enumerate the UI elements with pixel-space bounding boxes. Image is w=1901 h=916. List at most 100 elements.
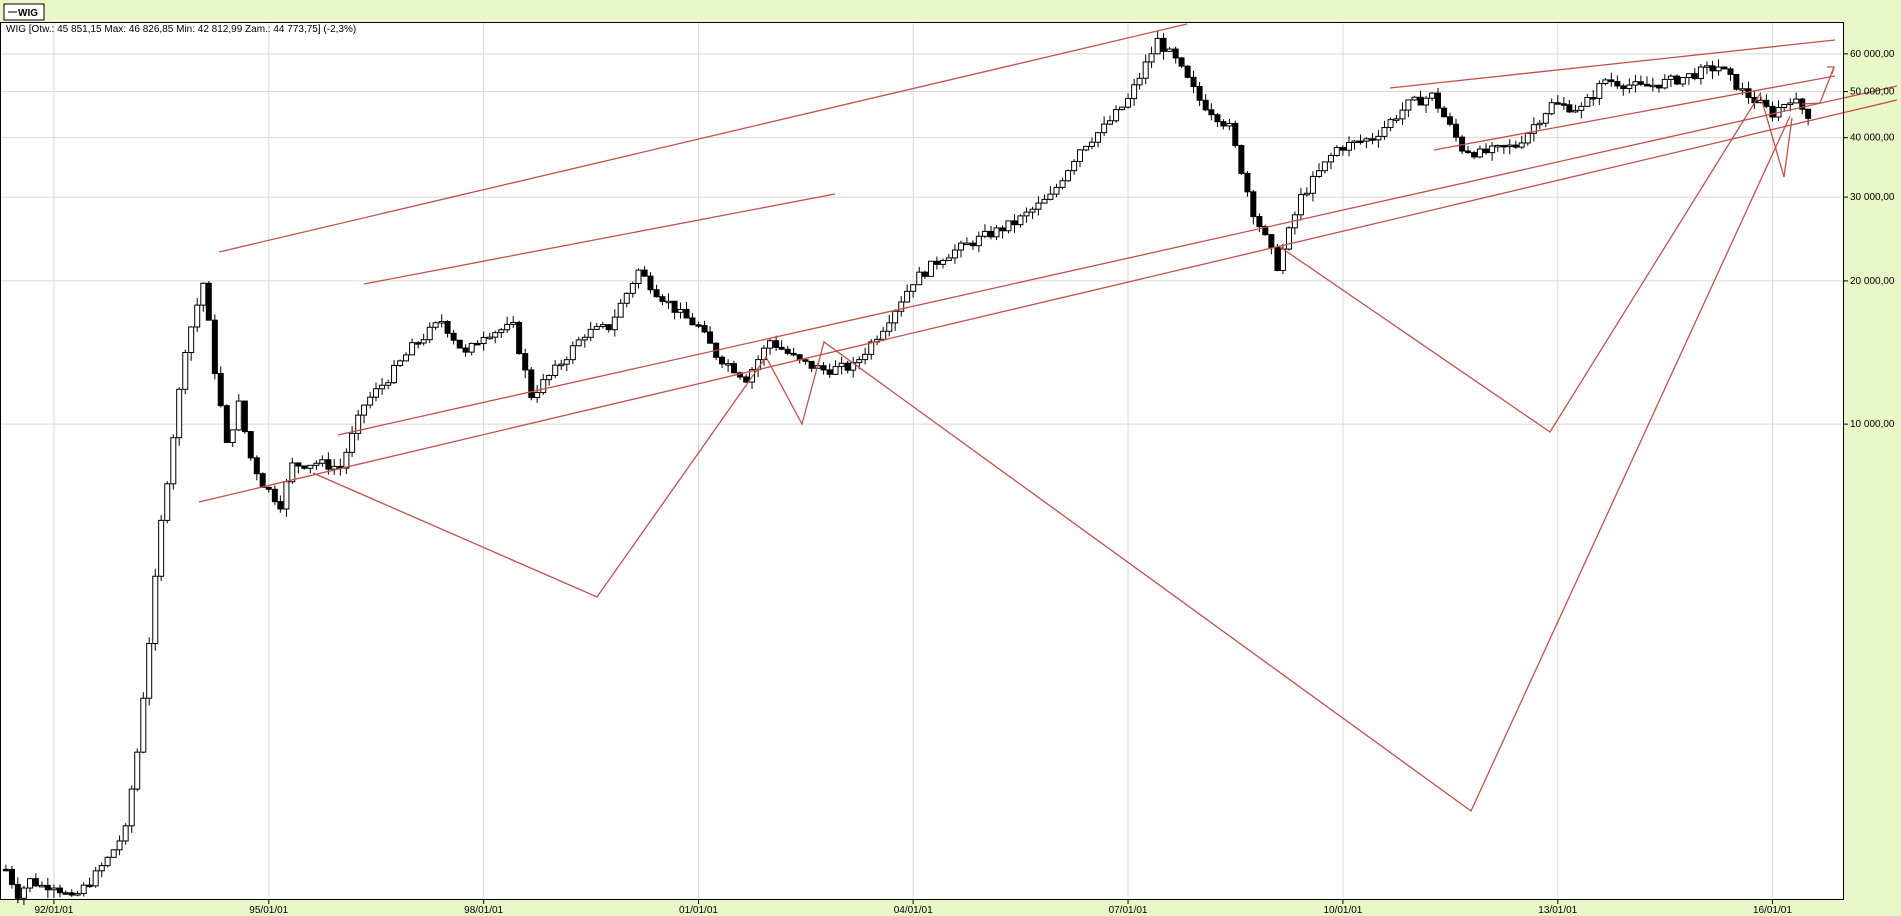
candle-body: [1375, 135, 1382, 141]
candle: [480, 331, 487, 351]
candle-body: [1602, 79, 1609, 85]
candle: [1268, 233, 1275, 255]
candle: [1327, 152, 1334, 170]
candle-body: [2, 868, 9, 872]
candle: [122, 823, 129, 845]
candle: [1483, 143, 1490, 155]
candle: [1661, 74, 1668, 90]
candle-body: [856, 359, 863, 364]
candle: [158, 515, 165, 581]
candle: [1041, 194, 1048, 204]
candle-body: [1351, 140, 1358, 144]
candle-body: [1417, 96, 1424, 106]
candle-body: [462, 347, 469, 353]
candle: [1333, 145, 1340, 157]
trendline: [1801, 66, 1835, 105]
candle-body: [1721, 66, 1728, 70]
candle: [235, 394, 242, 432]
candle-body: [62, 892, 69, 895]
candle-body: [1220, 121, 1227, 127]
candle-body: [1769, 105, 1776, 118]
candle-body: [1321, 161, 1328, 172]
candle: [1095, 132, 1102, 148]
candle-body: [581, 336, 588, 341]
candle-body: [826, 369, 833, 375]
candle: [767, 338, 774, 355]
candle: [1220, 119, 1227, 130]
candle-body: [963, 242, 970, 246]
candle: [2, 864, 9, 872]
candle: [575, 336, 582, 347]
candle: [1584, 93, 1591, 107]
candle: [1065, 169, 1072, 182]
candle-body: [563, 359, 570, 365]
candle-body: [1095, 132, 1102, 143]
candle: [140, 692, 147, 754]
candle: [116, 835, 123, 856]
candle: [164, 481, 171, 524]
candle: [1226, 118, 1233, 131]
candle-body: [498, 329, 505, 334]
candle: [1381, 120, 1388, 140]
candle: [1590, 90, 1597, 106]
candle-body: [1805, 108, 1812, 119]
trendline: [218, 23, 1188, 253]
candle: [1184, 65, 1191, 79]
candlesticks: [2, 30, 1812, 905]
candle-body: [164, 483, 171, 521]
candle: [307, 464, 314, 474]
candle: [486, 332, 493, 340]
candle-body: [271, 488, 278, 503]
candle-body: [1268, 234, 1275, 248]
candle-body: [1166, 48, 1173, 52]
candle-body: [1029, 208, 1036, 213]
candle: [504, 316, 511, 333]
candle-body: [1214, 114, 1221, 123]
candle-body: [1327, 154, 1334, 163]
candle: [546, 374, 553, 386]
candle: [677, 302, 684, 319]
candle-body: [403, 354, 410, 362]
candle-body: [1369, 138, 1376, 141]
y-tick-label: 30 000,00: [1850, 192, 1895, 203]
candle: [516, 320, 523, 355]
candle: [689, 312, 696, 326]
candle: [1244, 171, 1251, 197]
candle-body: [671, 300, 678, 313]
candle-body: [1077, 149, 1084, 162]
candle: [898, 296, 905, 317]
candle-body: [1596, 83, 1603, 99]
candle: [134, 748, 141, 792]
candle-body: [301, 465, 308, 469]
candle-body: [1494, 144, 1501, 148]
candle: [1715, 59, 1722, 76]
candle-body: [325, 459, 332, 470]
trendline: [363, 193, 836, 285]
candle: [50, 884, 57, 898]
candle-body: [1142, 61, 1149, 79]
candle-body: [68, 892, 75, 896]
candle: [1793, 92, 1800, 104]
candle: [403, 352, 410, 362]
candle: [1393, 114, 1400, 124]
candle-body: [1709, 65, 1716, 72]
candle-body: [307, 464, 314, 469]
trendline: [1389, 39, 1836, 89]
candle-body: [1357, 140, 1364, 144]
candle: [683, 302, 690, 319]
candle: [1196, 82, 1203, 106]
candle-body: [1739, 88, 1746, 91]
x-tick-label: 95/01/01: [249, 905, 288, 916]
candle: [26, 878, 33, 893]
candle-body: [104, 856, 111, 867]
candle: [1781, 103, 1788, 112]
candle: [1357, 134, 1364, 145]
candle-body: [1256, 216, 1263, 228]
candle-body: [116, 840, 123, 851]
candle: [373, 382, 380, 402]
candle: [832, 360, 839, 376]
candle: [599, 321, 606, 329]
candle-body: [1118, 106, 1125, 111]
candle: [1088, 137, 1095, 150]
